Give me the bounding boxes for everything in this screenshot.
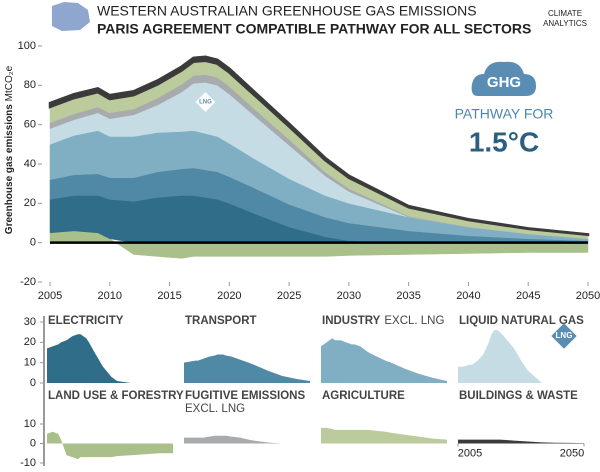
panel-title-name: INDUSTRY (322, 315, 381, 327)
x-tick-label: 2020 (217, 290, 241, 302)
x-tick-label: 2015 (157, 290, 181, 302)
icon-label: LNG (556, 331, 573, 340)
panel-area (321, 338, 447, 383)
x-tick-label: 2045 (516, 290, 540, 302)
panel-y-tick-label: -10 (20, 457, 36, 469)
map-icon (52, 2, 90, 31)
chart-subtitle: PARIS AGREEMENT COMPATIBLE PATHWAY FOR A… (97, 21, 531, 37)
panel-title-name: ELECTRICITY (48, 315, 124, 327)
panel-area (184, 435, 310, 444)
panel-area (47, 431, 173, 460)
chart-title: WESTERN AUSTRALIAN GREENHOUSE GAS EMISSI… (97, 3, 477, 19)
badge-cloud (471, 61, 536, 96)
area (48, 55, 590, 237)
annotation-line: 1.5°C (469, 126, 539, 157)
panel-title-name: BUILDINGS & WASTE (459, 390, 578, 402)
panel-area (458, 330, 584, 383)
panel-x-tick-label: 2005 (458, 447, 482, 459)
panel-area (458, 439, 584, 444)
panel-title: FUGITIVE EMISSIONS EXCL. LNG (185, 390, 305, 415)
icon (195, 92, 216, 112)
panel-y-tick-label: 10 (24, 357, 36, 369)
x-tick-label: 2030 (337, 290, 361, 302)
x-tick-label: 2010 (98, 290, 122, 302)
panel-area (184, 354, 310, 383)
y-tick-label: 100 (18, 40, 36, 52)
y-tick-label: -20 (20, 276, 36, 288)
panel-title-suffix: EXCL. LNG (185, 403, 245, 415)
panel-title-name: LIQUID NATURAL GAS (459, 315, 584, 327)
y-axis-label: Greenhouse gas emissions MtCO₂e (4, 65, 15, 234)
y-axis-label-text: Greenhouse gas emissions (4, 104, 15, 234)
x-tick-label: 2040 (456, 290, 480, 302)
y-tick-label: 40 (24, 158, 36, 170)
panel-title-name: FUGITIVE EMISSIONS (185, 390, 305, 402)
x-tick-label: 2035 (396, 290, 420, 302)
logo-line: ANALYTICS (543, 19, 587, 28)
panel-y-tick-label: 10 (24, 418, 36, 430)
y-tick-label: 80 (24, 79, 36, 91)
y-axis-unit: MtCO₂e (4, 65, 15, 101)
y-tick-label: 20 (24, 197, 36, 209)
panel-area (321, 427, 447, 444)
panel-x-tick-label: 2050 (560, 447, 584, 459)
panel-title-suffix: EXCL. LNG (384, 315, 444, 327)
panel-y-tick-label: 0 (30, 377, 36, 389)
panel-y-tick-label: 0 (30, 437, 36, 449)
icon (551, 323, 577, 349)
y-tick-label: 60 (24, 119, 36, 131)
x-tick-label: 2005 (38, 290, 62, 302)
panel-title: ELECTRICITY (48, 315, 124, 327)
panel-area (47, 334, 173, 383)
panel-title-name: TRANSPORT (185, 315, 257, 327)
x-tick-label: 2025 (277, 290, 301, 302)
panel-title: LIQUID NATURAL GAS (459, 315, 584, 327)
panel-title: INDUSTRY EXCL. LNG (322, 315, 444, 327)
logo-line: CLIMATE (548, 9, 582, 18)
x-tick-label: 2050 (576, 290, 600, 302)
panel-title-name: LAND USE & FORESTRY (48, 390, 184, 402)
panel-title: TRANSPORT (185, 315, 257, 327)
y-tick-label: 0 (30, 237, 36, 249)
badge-text: GHG (487, 74, 521, 91)
panel-title-name: AGRICULTURE (322, 390, 405, 402)
annotation-line: PATHWAY FOR (455, 106, 554, 122)
panel-title: AGRICULTURE (322, 390, 405, 402)
panel-title: LAND USE & FORESTRY (48, 390, 184, 402)
panel-y-tick-label: 30 (24, 316, 36, 328)
panel-title: BUILDINGS & WASTE (459, 390, 578, 402)
panel-y-tick-label: 20 (24, 336, 36, 348)
icon-label: LNG (199, 100, 212, 106)
